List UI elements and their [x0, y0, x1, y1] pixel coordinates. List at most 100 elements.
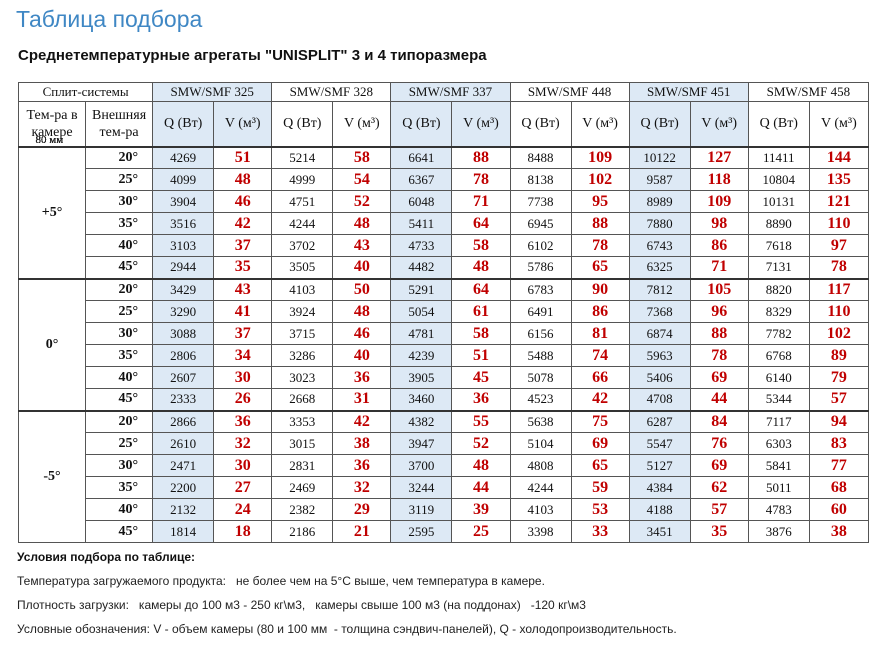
v-value: 50: [332, 277, 392, 301]
q-value: 7782: [747, 322, 810, 345]
v-value: 53: [570, 498, 630, 521]
v-value: 121: [808, 190, 870, 213]
q-value: 4808: [509, 454, 572, 477]
q-header: Q (Вт): [628, 101, 691, 147]
q-value: 5786: [509, 256, 572, 279]
outside-temp: 20°: [85, 409, 154, 433]
data-row: +5° 20° 4269 51 5214 58 6641 88 8488 109 10122 127 1…: [17, 145, 870, 279]
q-value: 3244: [390, 476, 453, 499]
v-value: 78: [570, 234, 630, 257]
outside-temp: 45°: [85, 388, 154, 411]
v-value: 38: [808, 520, 870, 543]
q-value: 5127: [628, 454, 691, 477]
q-value: 2831: [271, 454, 334, 477]
v-value: 95: [570, 190, 630, 213]
q-value: 8989: [628, 190, 691, 213]
outside-temp: 45°: [85, 256, 154, 279]
v-value: 58: [451, 322, 511, 345]
v-value: 29: [332, 498, 392, 521]
v-value: 36: [213, 409, 273, 433]
v-value: 75: [570, 409, 630, 433]
data-row: 40° 2607 30 3023 36 3905 45 5078 66 5406 69 6140 79: [19, 366, 870, 389]
q-value: 4239: [390, 344, 453, 367]
q-value: 4783: [747, 498, 810, 521]
model-header: SMW/SMF 458: [747, 82, 870, 102]
v-value: 71: [689, 256, 749, 279]
q-value: 3700: [390, 454, 453, 477]
q-value: 5638: [509, 409, 572, 433]
v-value: 36: [451, 388, 511, 411]
v-value: 64: [451, 212, 511, 235]
q-value: 6325: [628, 256, 691, 279]
q-value: 6048: [390, 190, 453, 213]
v-value: 86: [689, 234, 749, 257]
outside-temp: 25°: [85, 432, 154, 455]
q-value: 6102: [509, 234, 572, 257]
q-value: 5054: [390, 300, 453, 323]
v-value: 69: [570, 432, 630, 455]
q-value: 5963: [628, 344, 691, 367]
outside-temp: 40°: [85, 498, 154, 521]
v-value: 90: [570, 277, 630, 301]
v-value: 98: [689, 212, 749, 235]
v-value: 42: [332, 409, 392, 433]
q-value: 8890: [747, 212, 810, 235]
q-value: 3924: [271, 300, 334, 323]
v-value: 78: [451, 168, 511, 191]
v-value: 46: [332, 322, 392, 345]
q-value: 5011: [747, 476, 810, 499]
v-value: 48: [451, 256, 511, 279]
q-value: 3460: [390, 388, 453, 411]
data-row: 30° 3904 46 4751 52 6048 71 7738 95 8989 109 10131 1…: [19, 190, 870, 213]
q-value: 5104: [509, 432, 572, 455]
q-value: 3451: [628, 520, 691, 543]
v-value: 94: [808, 409, 870, 433]
subtitle: Среднетемпературные агрегаты "UNISPLIT" …: [18, 47, 487, 64]
v-value: 41: [213, 300, 273, 323]
v-value: 97: [808, 234, 870, 257]
note: Плотность загрузки: камеры до 100 м3 - 2…: [17, 598, 586, 612]
v-value: 39: [451, 498, 511, 521]
v-value: 30: [213, 454, 273, 477]
q-value: 3505: [271, 256, 334, 279]
outside-temp: 25°: [85, 168, 154, 191]
v-value: 21: [332, 520, 392, 543]
v-value: 66: [570, 366, 630, 389]
q-value: 7738: [509, 190, 572, 213]
v-value: 57: [689, 498, 749, 521]
q-value: 3119: [390, 498, 453, 521]
v-value: 32: [213, 432, 273, 455]
q-value: 2200: [152, 476, 215, 499]
v-value: 48: [451, 454, 511, 477]
q-value: 11411: [747, 145, 810, 169]
v-value: 43: [213, 277, 273, 301]
q-value: 2469: [271, 476, 334, 499]
q-value: 2471: [152, 454, 215, 477]
v-value: 74: [570, 344, 630, 367]
q-value: 4244: [509, 476, 572, 499]
data-row: 35° 2806 34 3286 40 4239 51 5488 74 5963 78 6768 89: [19, 344, 870, 367]
q-value: 3023: [271, 366, 334, 389]
v-value: 65: [570, 454, 630, 477]
q-value: 4733: [390, 234, 453, 257]
v-label: V (м³): [463, 115, 499, 131]
v-value: 96: [689, 300, 749, 323]
q-header: Q (Вт): [390, 101, 453, 147]
data-row: 40° 3103 37 3702 43 4733 58 6102 78 6743 86 7618 97: [19, 234, 870, 257]
q-header: Q (Вт): [271, 101, 334, 147]
v-label: V (м³): [821, 115, 857, 131]
v-value: 83: [808, 432, 870, 455]
v-value: 81: [570, 322, 630, 345]
q-value: 4999: [271, 168, 334, 191]
v-value: 37: [213, 322, 273, 345]
chamber-temp: 0°: [17, 277, 87, 411]
v-value: 127: [689, 145, 749, 169]
v-header: V (м³) 80 мм: [36, 101, 392, 147]
q-header: Q (Вт): [747, 101, 810, 147]
v-value: 64: [451, 277, 511, 301]
q-value: 4781: [390, 322, 453, 345]
v-value: 78: [808, 256, 870, 279]
v-value: 110: [808, 212, 870, 235]
q-value: 4708: [628, 388, 691, 411]
q-value: 2806: [152, 344, 215, 367]
